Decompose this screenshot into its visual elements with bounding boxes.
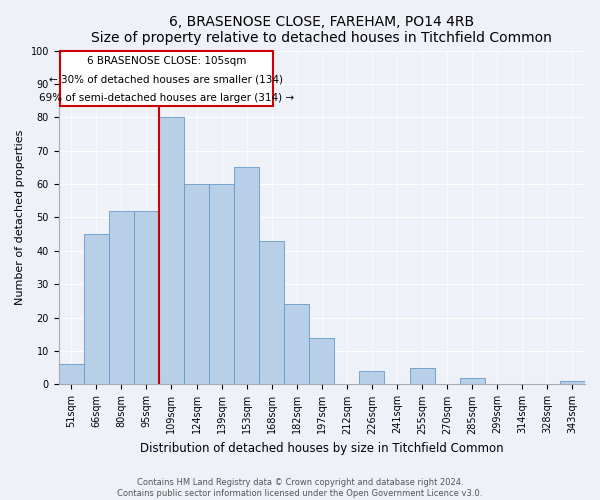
Bar	[410, 368, 434, 384]
Bar	[59, 364, 84, 384]
FancyBboxPatch shape	[60, 50, 273, 106]
Bar	[134, 211, 159, 384]
Title: 6, BRASENOSE CLOSE, FAREHAM, PO14 4RB
Size of property relative to detached hous: 6, BRASENOSE CLOSE, FAREHAM, PO14 4RB Si…	[91, 15, 552, 45]
Text: 6 BRASENOSE CLOSE: 105sqm: 6 BRASENOSE CLOSE: 105sqm	[87, 56, 246, 66]
Text: ← 30% of detached houses are smaller (134): ← 30% of detached houses are smaller (13…	[49, 75, 283, 85]
Text: Contains HM Land Registry data © Crown copyright and database right 2024.
Contai: Contains HM Land Registry data © Crown c…	[118, 478, 482, 498]
Text: 69% of semi-detached houses are larger (314) →: 69% of semi-detached houses are larger (…	[39, 93, 294, 103]
Bar	[284, 304, 309, 384]
Bar	[84, 234, 109, 384]
Bar	[184, 184, 209, 384]
Bar	[309, 338, 334, 384]
Bar	[359, 371, 385, 384]
Bar	[560, 381, 585, 384]
Bar	[460, 378, 485, 384]
Bar	[109, 211, 134, 384]
Y-axis label: Number of detached properties: Number of detached properties	[15, 130, 25, 305]
Bar	[159, 118, 184, 384]
Bar	[234, 168, 259, 384]
Bar	[209, 184, 234, 384]
Bar	[259, 241, 284, 384]
X-axis label: Distribution of detached houses by size in Titchfield Common: Distribution of detached houses by size …	[140, 442, 503, 455]
